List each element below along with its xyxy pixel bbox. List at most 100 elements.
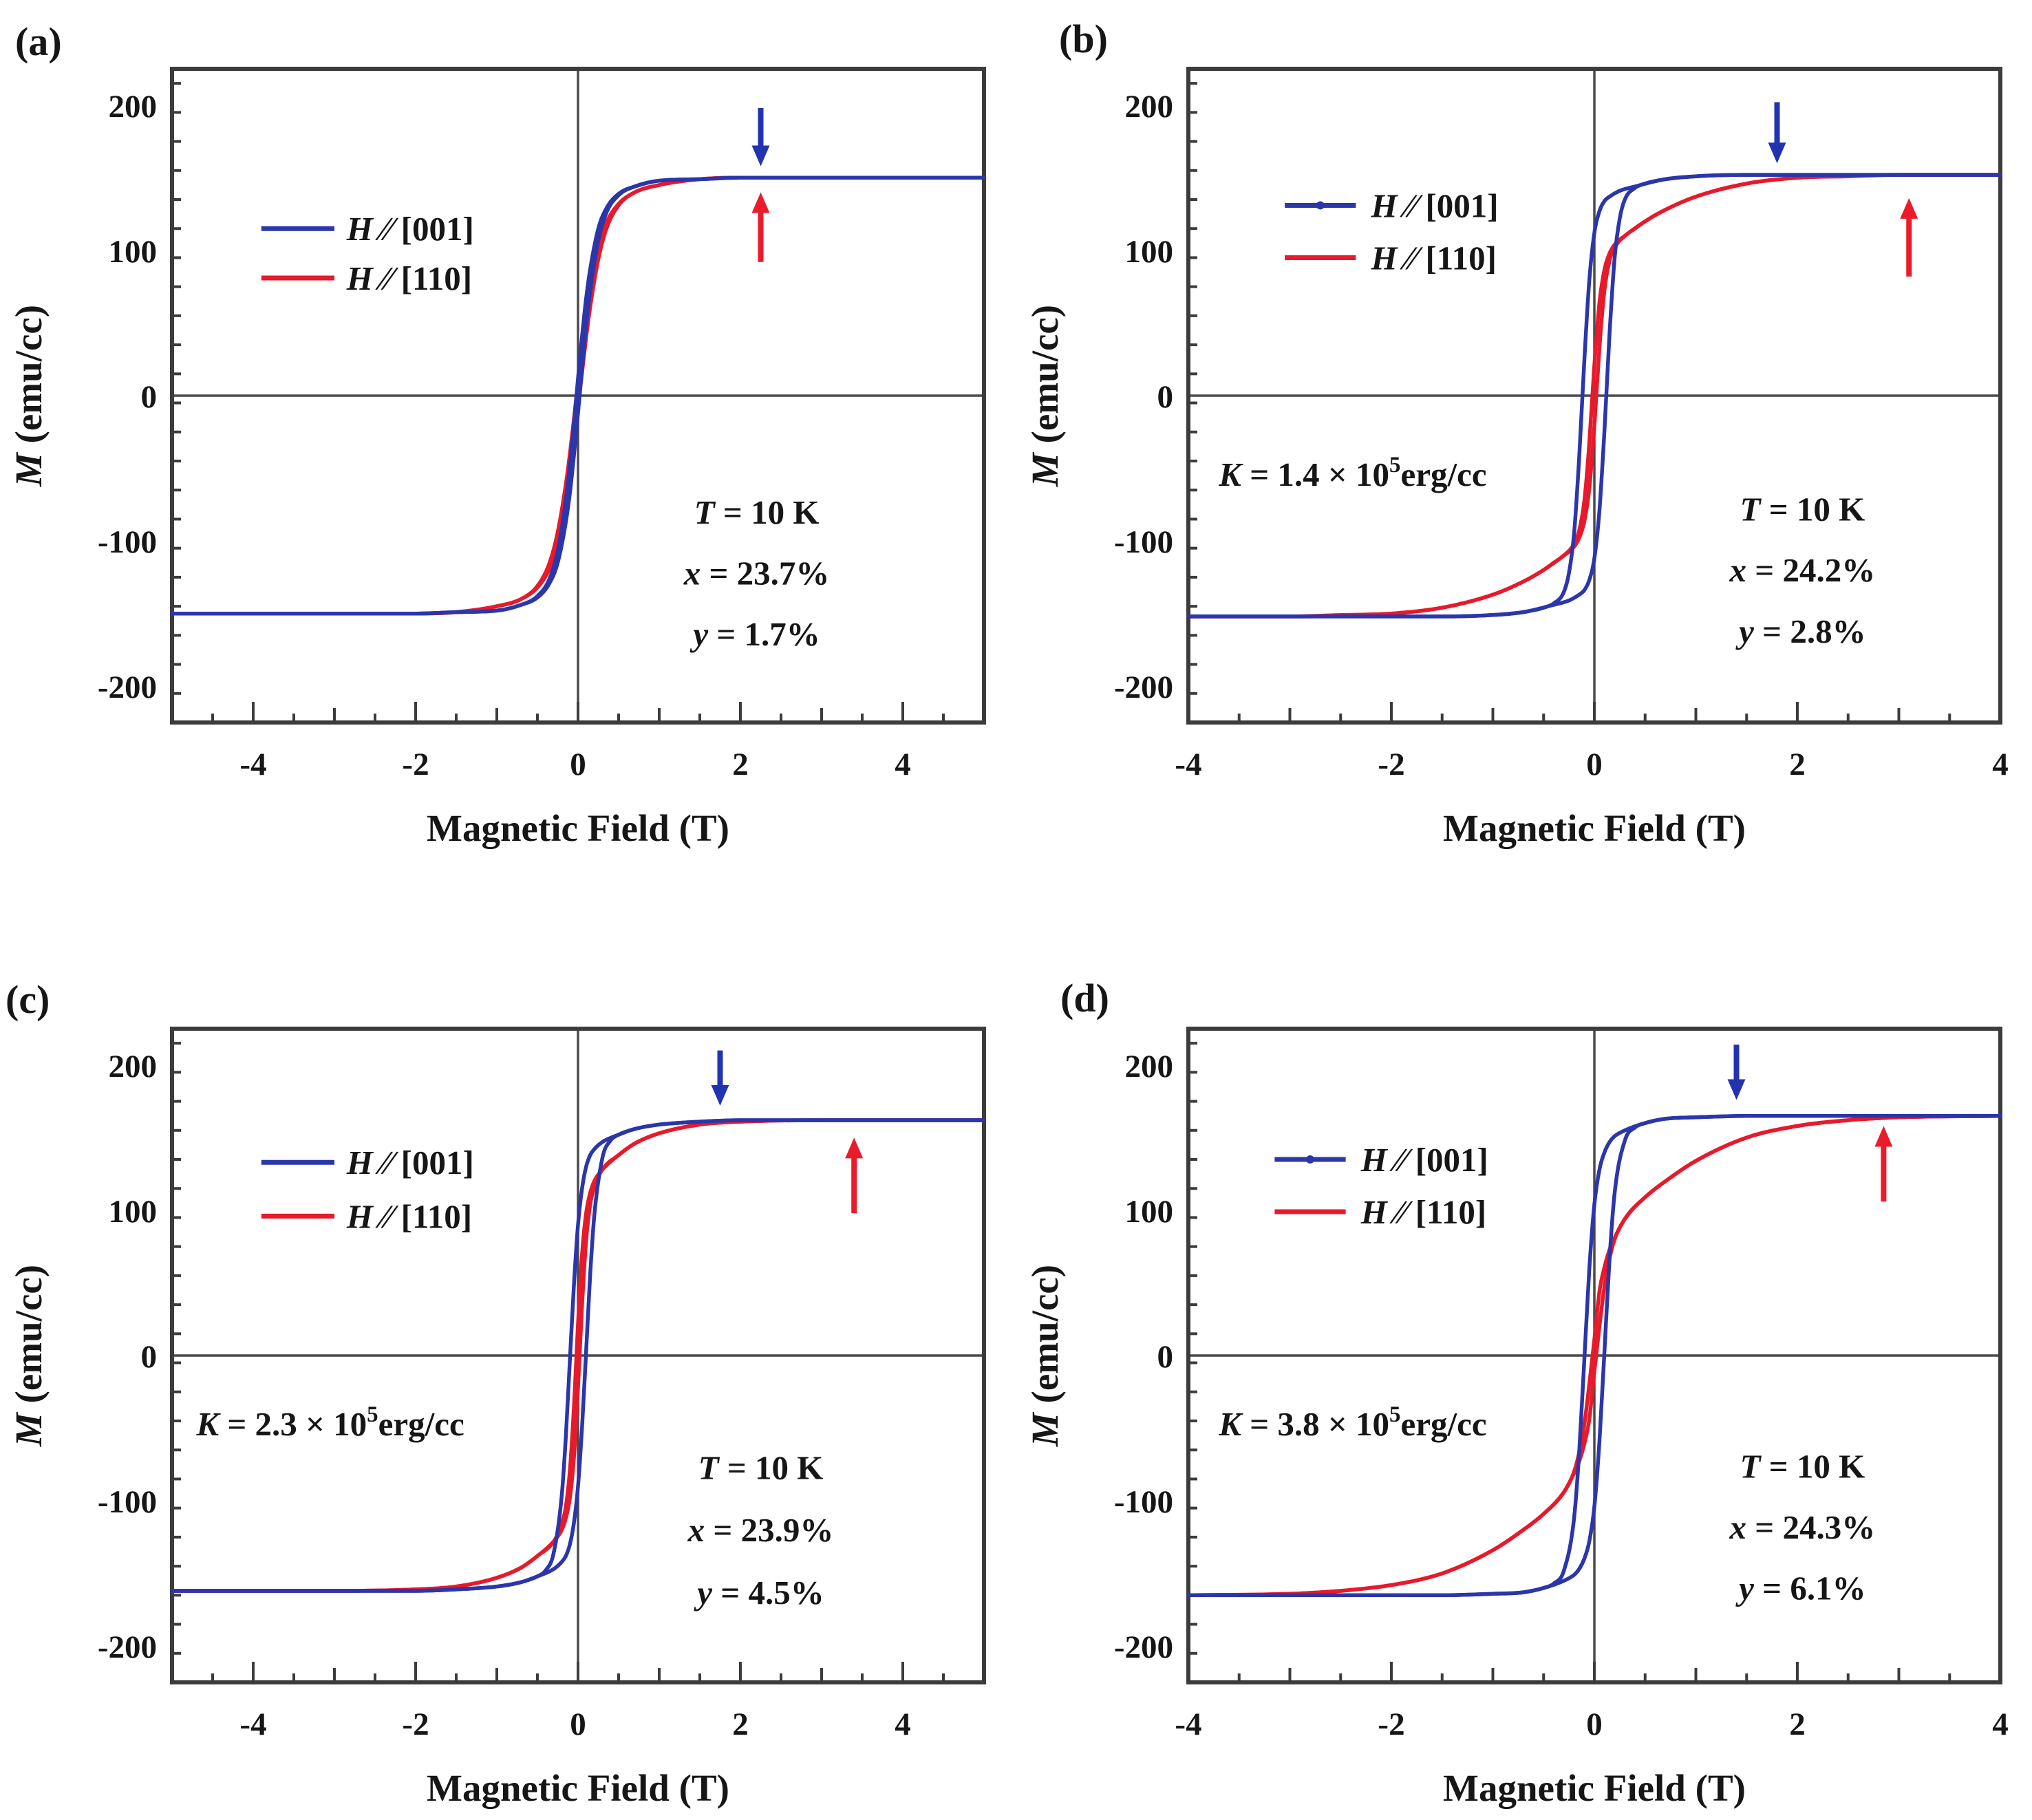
info-line: y = 6.1%: [1735, 1570, 1865, 1607]
y-tick-label: 0: [141, 1339, 158, 1375]
x-tick-label: 2: [1789, 747, 1806, 782]
axis-ticks: [172, 1042, 945, 1682]
sample-info: T = 10 K x = 23.7% y = 1.7%: [683, 493, 830, 653]
legend: H ∕∕ [001] H ∕∕ [110]: [261, 1144, 474, 1235]
x-tick-label: 2: [732, 747, 749, 782]
x-tick-label: 0: [1586, 1706, 1603, 1742]
x-tick-label: 4: [895, 747, 911, 782]
anisotropy-annotation: K = 2.3 × 105erg/cc: [195, 1402, 464, 1443]
x-tick-label: 0: [570, 747, 586, 782]
x-tick-label: 2: [732, 1706, 749, 1742]
info-line: T = 10 K: [1740, 1447, 1865, 1485]
panel-letter: (d): [1060, 976, 1109, 1020]
y-tick-label: 0: [1157, 1339, 1174, 1375]
y-tick-label: 100: [109, 1194, 158, 1230]
x-tick-label: -4: [239, 747, 266, 782]
x-tick-label: -2: [402, 747, 429, 782]
info-line: T = 10 K: [698, 1448, 824, 1486]
legend: H ∕∕ [001] H ∕∕ [110]: [1285, 186, 1499, 277]
red-up-arrow: [1874, 1126, 1893, 1202]
x-tick-label: -4: [239, 1706, 266, 1742]
x-tick-label: -2: [402, 1706, 429, 1742]
curve-blue-descending: [170, 1118, 986, 1593]
y-tick-label: 0: [141, 379, 158, 415]
y-tick-label: -100: [98, 1484, 157, 1520]
y-tick-label: -200: [1114, 1629, 1173, 1665]
info-line: x = 24.3%: [1729, 1508, 1876, 1546]
blue-down-arrow: [751, 108, 770, 167]
y-tick-label: 200: [109, 1049, 158, 1084]
axis-frame: [170, 67, 986, 725]
legend: H ∕∕ [001] H ∕∕ [110]: [261, 210, 474, 297]
panel-letter: (c): [6, 977, 50, 1022]
legend: H ∕∕ [001] H ∕∕ [110]: [1274, 1141, 1488, 1231]
x-axis-label: Magnetic Field (T): [1443, 1767, 1746, 1809]
y-tick-label: 100: [109, 234, 158, 270]
legend-label: H ∕∕ [001]: [346, 1144, 474, 1181]
x-tick-label: -4: [1175, 1706, 1201, 1742]
legend-label: H ∕∕ [001]: [1360, 1141, 1488, 1179]
info-line: T = 10 K: [694, 493, 820, 531]
axis-frame: [170, 1027, 986, 1684]
sample-info: T = 10 K x = 24.3% y = 6.1%: [1729, 1447, 1876, 1607]
x-tick-label: 4: [1992, 1706, 2009, 1742]
panel-letter: (a): [15, 19, 62, 64]
y-tick-label: -100: [1114, 1484, 1173, 1520]
x-axis-label: Magnetic Field (T): [427, 1767, 729, 1809]
info-line: y = 2.8%: [1735, 612, 1865, 650]
red-up-arrow: [1900, 197, 1918, 277]
y-axis-label: M (emu/cc): [1024, 305, 1066, 487]
red-up-arrow: [845, 1137, 864, 1214]
x-tick-label: 4: [1992, 747, 2009, 782]
panel-b: -4 -2 0 2 4 -200 -100 0 100 200 Magnetic Field (T)…: [1016, 0, 2032, 908]
y-axis-label: M (emu/cc): [1024, 1265, 1066, 1447]
panel-a: -4 -2 0 2 4 -200 -100 0 100 200 Magnetic Field (T)…: [0, 0, 1016, 908]
curve-blue-descending: [1186, 1113, 2002, 1598]
sample-info: T = 10 K x = 23.9% y = 4.5%: [687, 1448, 834, 1612]
plot-svg: -4 -2 0 2 4 -200 -100 0 100 200 Magnetic Field (T)…: [6, 977, 986, 1809]
x-tick-label: 0: [1586, 747, 1603, 782]
legend-label: H ∕∕ [110]: [346, 1197, 472, 1235]
info-line: x = 23.9%: [687, 1511, 834, 1549]
info-line: T = 10 K: [1740, 491, 1865, 528]
blue-down-arrow: [1768, 102, 1786, 164]
legend-label: H ∕∕ [110]: [1360, 1193, 1486, 1231]
x-axis-label: Magnetic Field (T): [427, 807, 729, 849]
curve-blue-descending: [1186, 173, 2002, 619]
legend-label: H ∕∕ [110]: [1371, 239, 1497, 277]
y-tick-label: -200: [1114, 670, 1173, 705]
y-tick-label: -100: [98, 524, 157, 560]
panel-letter: (b): [1059, 17, 1108, 61]
blue-down-arrow: [711, 1050, 729, 1106]
legend-marker-blue: [1306, 1155, 1314, 1164]
y-tick-label: 200: [1125, 89, 1174, 125]
legend-marker-blue: [1316, 201, 1325, 210]
x-tick-label: 2: [1789, 1706, 1806, 1742]
legend-label: H ∕∕ [110]: [346, 259, 472, 297]
y-tick-label: -200: [98, 1629, 157, 1665]
y-axis-label: M (emu/cc): [8, 1265, 50, 1447]
anisotropy-annotation: K = 1.4 × 105erg/cc: [1218, 453, 1486, 493]
plot-svg: -4 -2 0 2 4 -200 -100 0 100 200 Magnetic Field (T)…: [8, 19, 986, 849]
axis-ticks: [172, 82, 945, 722]
legend-label: H ∕∕ [001]: [346, 210, 474, 248]
sample-info: T = 10 K x = 24.2% y = 2.8%: [1729, 491, 1876, 650]
y-tick-label: 200: [109, 89, 158, 125]
panel-c: -4 -2 0 2 4 -200 -100 0 100 200 Magnetic Field (T)…: [0, 908, 1016, 1817]
axis-frame: [1186, 1027, 2002, 1684]
axis-frame: [1186, 67, 2002, 725]
x-tick-label: 0: [570, 1706, 586, 1742]
y-tick-label: 100: [1125, 234, 1174, 270]
x-tick-label: -2: [1378, 1706, 1404, 1742]
x-axis-label: Magnetic Field (T): [1443, 807, 1746, 849]
x-tick-label: 4: [895, 1706, 911, 1742]
info-line: y = 4.5%: [694, 1574, 824, 1612]
curve-red-descending: [170, 1118, 986, 1593]
info-line: x = 24.2%: [1729, 551, 1876, 589]
y-tick-label: -100: [1114, 524, 1173, 560]
y-tick-label: -200: [98, 670, 157, 705]
curve-blue-descending: [170, 175, 986, 616]
legend-label: H ∕∕ [001]: [1371, 186, 1499, 224]
info-line: x = 23.7%: [683, 554, 830, 592]
y-tick-label: 0: [1157, 379, 1174, 415]
